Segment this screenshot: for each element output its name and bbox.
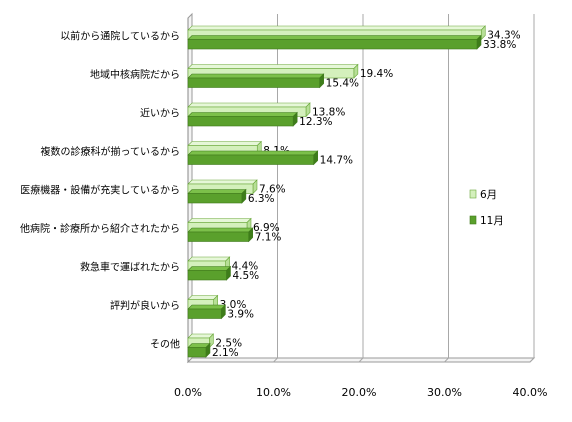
bar-6gatsu-top bbox=[187, 25, 486, 31]
bar-6gatsu-top bbox=[187, 218, 252, 223]
legend-swatch bbox=[469, 215, 477, 225]
data-label: 6.3% bbox=[248, 193, 275, 205]
x-tick-label: 10.0% bbox=[256, 386, 291, 399]
bar-6gatsu-top bbox=[187, 102, 311, 108]
data-label: 19.4% bbox=[360, 68, 393, 80]
bar-11gatsu bbox=[187, 154, 314, 165]
bar-6gatsu-top bbox=[187, 141, 262, 146]
bar-11gatsu bbox=[187, 77, 320, 88]
gridline-floor bbox=[273, 357, 278, 363]
bar-11gatsu-top bbox=[187, 304, 227, 310]
data-label: 13.8% bbox=[312, 107, 345, 119]
category-label: 近いから bbox=[140, 107, 180, 120]
data-label: 6.9% bbox=[253, 222, 280, 234]
bar-11gatsu bbox=[187, 231, 250, 242]
legend-label: 6月 bbox=[480, 189, 497, 201]
data-label: 7.1% bbox=[255, 232, 282, 244]
gridline-floor bbox=[529, 357, 535, 363]
data-label: 15.4% bbox=[326, 78, 359, 90]
category-label: その他 bbox=[150, 338, 180, 351]
gridline-floor bbox=[358, 357, 364, 363]
bar-6gatsu-top bbox=[187, 179, 258, 185]
bar-11gatsu-top bbox=[187, 266, 232, 271]
bar-11gatsu-top bbox=[187, 150, 319, 156]
category-label: 医療機器・設備が充実しているから bbox=[20, 184, 180, 197]
x-tick-label: 20.0% bbox=[342, 386, 377, 399]
bar-6gatsu-top bbox=[187, 64, 359, 69]
data-label: 4.4% bbox=[232, 261, 259, 273]
bar-11gatsu bbox=[187, 270, 227, 281]
bar-11gatsu-top bbox=[187, 189, 247, 194]
bar-11gatsu bbox=[187, 347, 207, 358]
bar-6gatsu-top bbox=[187, 256, 231, 262]
x-tick-label: 40.0% bbox=[513, 386, 548, 399]
bar-11gatsu-top bbox=[187, 112, 298, 117]
data-label: 4.5% bbox=[232, 270, 259, 282]
data-label: 34.3% bbox=[487, 30, 520, 42]
bar-6gatsu-top bbox=[187, 295, 219, 300]
category-label: 複数の診療科が揃っているから bbox=[41, 145, 181, 158]
category-label: 以前から通院しているから bbox=[60, 30, 180, 43]
category-label: 救急車で運ばれたから bbox=[80, 261, 180, 274]
legend-swatch bbox=[469, 189, 477, 199]
data-label: 7.6% bbox=[259, 184, 286, 196]
legend-label: 11月 bbox=[480, 215, 504, 227]
data-label: 3.9% bbox=[227, 309, 254, 321]
category-label: 他病院・診療所から紹介されたから bbox=[20, 222, 180, 235]
data-label: 12.3% bbox=[299, 116, 332, 128]
bar-11gatsu-top bbox=[187, 35, 482, 40]
data-label: 2.5% bbox=[215, 338, 242, 350]
data-label: 33.8% bbox=[483, 39, 516, 51]
bar-11gatsu-top bbox=[187, 73, 325, 79]
bar-11gatsu bbox=[187, 39, 478, 50]
bar-11gatsu bbox=[187, 308, 222, 319]
gridline-floor bbox=[444, 357, 449, 363]
bar-11gatsu-top bbox=[187, 227, 254, 233]
data-label: 2.1% bbox=[212, 347, 239, 359]
category-label: 評判が良いから bbox=[110, 299, 180, 312]
x-tick-label: 30.0% bbox=[427, 386, 462, 399]
data-label: 3.0% bbox=[220, 299, 247, 311]
data-label: 14.7% bbox=[320, 155, 353, 167]
bar-11gatsu bbox=[187, 193, 243, 204]
category-label: 地域中核病院だから bbox=[90, 68, 180, 81]
bar-11gatsu bbox=[187, 116, 294, 127]
x-tick-label: 0.0% bbox=[174, 386, 202, 399]
